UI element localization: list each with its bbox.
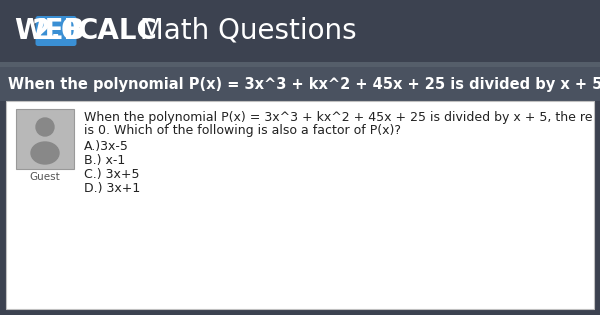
FancyBboxPatch shape	[35, 16, 77, 46]
Text: Guest: Guest	[29, 172, 61, 182]
Text: A.)3x-5: A.)3x-5	[84, 140, 129, 153]
Text: WEB: WEB	[14, 17, 85, 45]
Ellipse shape	[31, 142, 59, 164]
Text: When the polynomial P(x) = 3x^3 + kx^2 + 45x + 25 is divided by x + 5, the re: When the polynomial P(x) = 3x^3 + kx^2 +…	[84, 111, 593, 124]
Text: Math Questions: Math Questions	[122, 17, 356, 45]
Bar	[6, 101, 594, 309]
Bar	[16, 109, 74, 169]
Bar	[0, 62, 600, 67]
Circle shape	[36, 118, 54, 136]
Text: is 0. Which of the following is also a factor of P(x)?: is 0. Which of the following is also a f…	[84, 124, 401, 137]
Bar	[0, 0, 600, 62]
Text: D.) 3x+1: D.) 3x+1	[84, 182, 140, 195]
Bar	[0, 67, 600, 101]
Text: B.) x-1: B.) x-1	[84, 154, 125, 167]
Text: 2.0: 2.0	[31, 17, 80, 45]
Bar	[0, 101, 600, 315]
Text: CALC: CALC	[78, 17, 158, 45]
Text: When the polynomial P(x) = 3x^3 + kx^2 + 45x + 25 is divided by x + 5, t: When the polynomial P(x) = 3x^3 + kx^2 +…	[8, 77, 600, 91]
Text: C.) 3x+5: C.) 3x+5	[84, 168, 139, 181]
